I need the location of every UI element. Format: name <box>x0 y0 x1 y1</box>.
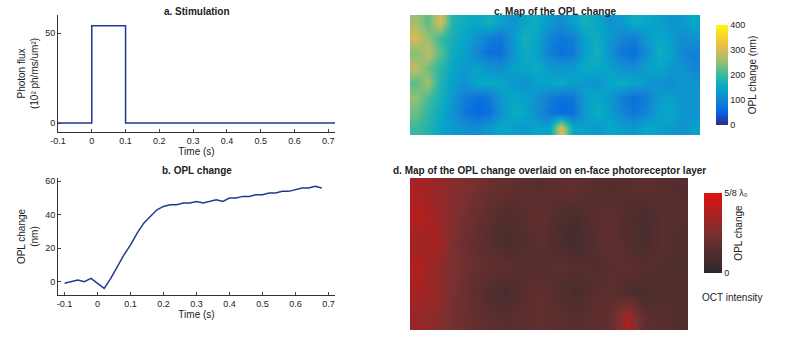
svg-text:OPL change(nm): OPL change(nm) <box>16 208 40 264</box>
svg-text:OPL change: OPL change <box>733 205 744 261</box>
svg-text:300: 300 <box>730 45 745 55</box>
svg-text:0: 0 <box>50 118 55 128</box>
svg-text:0: 0 <box>50 277 55 287</box>
svg-text:0.3: 0.3 <box>190 299 203 309</box>
svg-text:0.6: 0.6 <box>288 136 301 146</box>
svg-text:OCT intensity: OCT intensity <box>702 292 762 303</box>
svg-text:100: 100 <box>730 95 745 105</box>
svg-text:40: 40 <box>45 210 55 220</box>
svg-text:0.5: 0.5 <box>254 136 267 146</box>
svg-text:5/8 λ₀: 5/8 λ₀ <box>724 188 748 198</box>
svg-text:b. OPL change: b. OPL change <box>162 165 232 176</box>
svg-text:200: 200 <box>730 70 745 80</box>
svg-text:60: 60 <box>45 176 55 186</box>
svg-text:Time (s): Time (s) <box>178 146 214 157</box>
svg-text:20: 20 <box>45 243 55 253</box>
svg-text:0: 0 <box>724 268 729 278</box>
svg-text:0.7: 0.7 <box>322 299 335 309</box>
svg-text:d. Map of the OPL change overl: d. Map of the OPL change overlaid on en-… <box>393 165 706 176</box>
svg-text:0.6: 0.6 <box>289 299 302 309</box>
svg-text:0.1: 0.1 <box>124 299 137 309</box>
svg-text:Time (s): Time (s) <box>178 309 214 320</box>
svg-text:0.1: 0.1 <box>119 136 132 146</box>
svg-text:0.5: 0.5 <box>256 299 269 309</box>
svg-text:400: 400 <box>730 20 745 30</box>
svg-text:c. Map of the OPL change: c. Map of the OPL change <box>494 6 616 17</box>
svg-text:-0.1: -0.1 <box>57 299 73 309</box>
svg-text:Photon flux(10² ph/ms/um²): Photon flux(10² ph/ms/um²) <box>16 38 40 109</box>
svg-text:0.2: 0.2 <box>157 299 170 309</box>
svg-text:0.3: 0.3 <box>187 136 200 146</box>
svg-text:0.4: 0.4 <box>223 299 236 309</box>
svg-text:-0.1: -0.1 <box>50 136 66 146</box>
svg-text:0: 0 <box>730 120 735 130</box>
svg-text:0.2: 0.2 <box>153 136 166 146</box>
svg-text:0.7: 0.7 <box>322 136 335 146</box>
svg-text:0: 0 <box>95 299 100 309</box>
svg-text:0.4: 0.4 <box>221 136 234 146</box>
svg-text:50: 50 <box>45 28 55 38</box>
svg-text:0: 0 <box>89 136 94 146</box>
svg-text:a. Stimulation: a. Stimulation <box>164 6 230 17</box>
svg-text:OPL change (nm): OPL change (nm) <box>747 36 758 115</box>
